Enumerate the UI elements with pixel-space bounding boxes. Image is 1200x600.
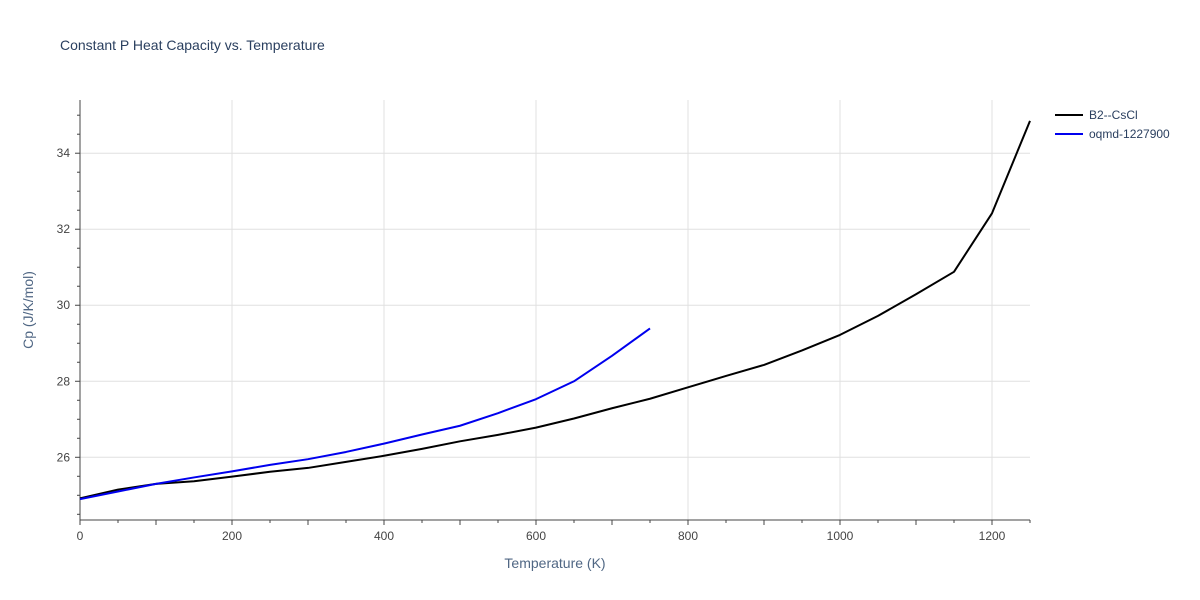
legend-label-0: B2--CsCl bbox=[1089, 108, 1138, 122]
axes bbox=[79, 100, 1030, 521]
grid bbox=[80, 100, 1030, 520]
y-tick-label: 32 bbox=[57, 222, 71, 236]
x-ticks: 0 200 400 600 800 1000 1200 bbox=[77, 520, 1031, 543]
series-group bbox=[79, 120, 1031, 501]
x-tick-label: 1000 bbox=[827, 529, 854, 543]
x-axis-title: Temperature (K) bbox=[504, 555, 605, 571]
x-tick-label: 800 bbox=[678, 529, 698, 543]
x-tick-label: 1200 bbox=[979, 529, 1006, 543]
y-axis-title: Cp (J/K/mol) bbox=[20, 271, 36, 349]
series-line-1 bbox=[79, 327, 651, 501]
y-tick-label: 28 bbox=[57, 374, 71, 388]
legend: B2--CsCl oqmd-1227900 bbox=[1055, 108, 1170, 141]
x-tick-label: 0 bbox=[77, 529, 84, 543]
series-line-0 bbox=[79, 120, 1031, 500]
y-ticks: 26 28 30 32 34 bbox=[57, 114, 80, 515]
legend-label-1: oqmd-1227900 bbox=[1089, 127, 1170, 141]
y-tick-label: 34 bbox=[57, 146, 71, 160]
x-tick-label: 400 bbox=[374, 529, 394, 543]
x-tick-label: 600 bbox=[526, 529, 546, 543]
y-tick-label: 26 bbox=[57, 450, 71, 464]
y-tick-label: 30 bbox=[57, 298, 71, 312]
chart-title: Constant P Heat Capacity vs. Temperature bbox=[60, 37, 325, 53]
x-tick-label: 200 bbox=[222, 529, 242, 543]
